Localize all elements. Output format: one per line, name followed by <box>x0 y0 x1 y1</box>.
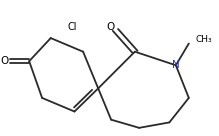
Text: N: N <box>172 60 180 70</box>
Text: O: O <box>0 56 9 66</box>
Text: O: O <box>106 22 114 32</box>
Text: Cl: Cl <box>67 22 77 32</box>
Text: CH₃: CH₃ <box>195 35 212 44</box>
